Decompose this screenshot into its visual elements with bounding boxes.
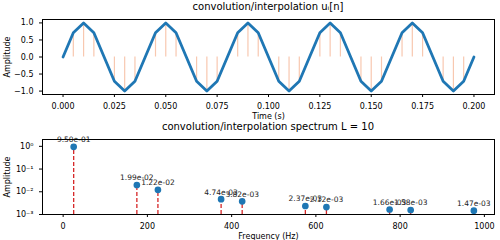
svg-text:0.175: 0.175	[411, 102, 434, 111]
svg-text:0.025: 0.025	[103, 102, 126, 111]
svg-text:10⁰: 10⁰	[20, 142, 33, 151]
svg-text:800: 800	[392, 222, 407, 231]
svg-text:1.47e-03: 1.47e-03	[457, 199, 491, 208]
svg-text:2.37e-03: 2.37e-03	[288, 194, 323, 204]
svg-text:0.125: 0.125	[308, 102, 331, 111]
svg-text:3.82e-03: 3.82e-03	[225, 190, 259, 199]
svg-text:1.66e-03: 1.66e-03	[372, 197, 407, 207]
svg-text:9.50e-01: 9.50e-01	[56, 135, 91, 145]
svg-text:0.000: 0.000	[52, 102, 75, 111]
svg-text:0: 0	[61, 222, 66, 231]
html-text:convolution/interpolation spec: convolution/interpolation spectrum L = 1…	[161, 121, 375, 132]
svg-text:Frequency (Hz): Frequency (Hz)	[238, 232, 298, 240]
svg-text:0.075: 0.075	[206, 102, 229, 111]
svg-text:1.0: 1.0	[21, 18, 34, 27]
svg-text:10⁻¹: 10⁻¹	[16, 165, 34, 174]
svg-text:Time (s): Time (s)	[251, 112, 285, 121]
html-text:convolution/interpolation uᵢ[n: convolution/interpolation uᵢ[n]	[192, 1, 344, 12]
svg-text:2.12e-03: 2.12e-03	[310, 195, 344, 204]
svg-text:10⁻³: 10⁻³	[16, 210, 34, 219]
svg-text:0.5: 0.5	[21, 36, 34, 45]
svg-text:0.100: 0.100	[257, 102, 280, 111]
svg-text:4.74e-03: 4.74e-03	[204, 187, 238, 197]
svg-text:1.22e-02: 1.22e-02	[141, 178, 175, 187]
svg-text:1.99e-02: 1.99e-02	[120, 173, 154, 183]
svg-text:0.150: 0.150	[360, 102, 383, 111]
svg-text:0.0: 0.0	[21, 53, 34, 62]
svg-text:0.200: 0.200	[463, 102, 486, 111]
svg-text:Amplitude: Amplitude	[3, 156, 12, 197]
svg-text:−0.5: −0.5	[14, 70, 33, 79]
svg-text:600: 600	[308, 222, 323, 231]
svg-text:1.58e-03: 1.58e-03	[394, 198, 428, 207]
svg-text:0.050: 0.050	[154, 102, 177, 111]
svg-text:400: 400	[224, 222, 239, 231]
svg-text:200: 200	[140, 222, 155, 231]
svg-text:10⁻²: 10⁻²	[16, 187, 34, 196]
svg-text:Amplitude: Amplitude	[3, 36, 12, 77]
svg-text:−1.0: −1.0	[14, 87, 33, 96]
svg-text:1000: 1000	[474, 222, 494, 231]
